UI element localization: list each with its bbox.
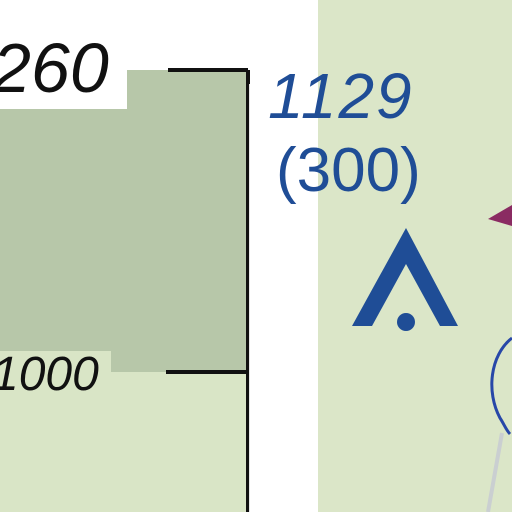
summit-triangle-icon [352,228,458,326]
peak-secondary-label: (300) [276,136,421,205]
contour-label-top: 260 [0,33,127,109]
contour-label-middle: 1000 [0,351,111,401]
terrain-region-dark [0,70,248,372]
river-line-icon [490,336,512,436]
arrow-marker-icon [488,205,512,226]
summit-dot [397,313,415,331]
peak-elevation-label: 1129 [268,60,414,132]
trail-line [486,432,504,512]
